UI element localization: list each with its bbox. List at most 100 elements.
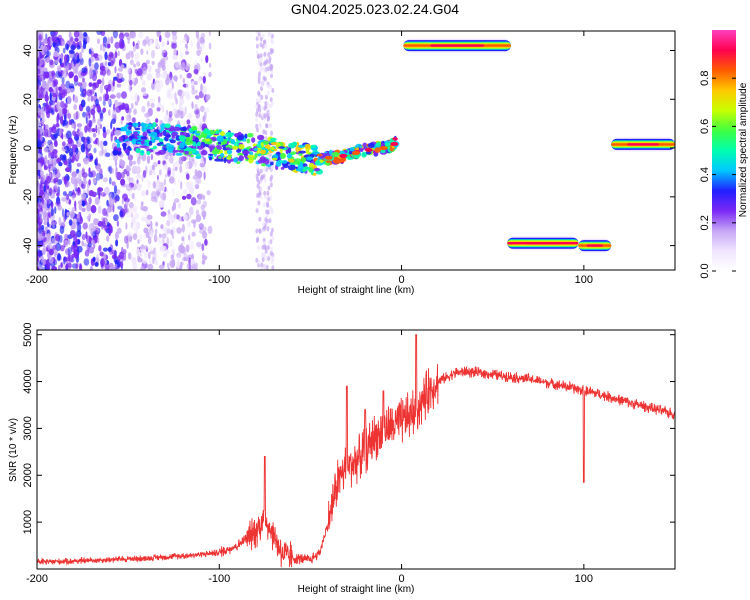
noise-blob	[260, 105, 264, 111]
noise-blob	[55, 250, 59, 256]
noise-blob	[179, 52, 184, 58]
track-blob	[171, 131, 178, 137]
noise-blob	[128, 72, 132, 81]
noise-blob	[79, 34, 85, 39]
y-tick-label: 20	[22, 93, 34, 105]
noise-blob	[102, 107, 106, 113]
track-blob	[208, 156, 213, 161]
track-blob	[179, 142, 185, 149]
noise-blob	[131, 117, 136, 123]
noise-blob	[154, 228, 158, 235]
noise-blob	[195, 241, 202, 248]
noise-blob	[37, 82, 40, 91]
spectrogram-x-label: Height of straight line (km)	[298, 285, 415, 296]
noise-blob	[258, 216, 262, 222]
main-track	[112, 121, 400, 176]
noise-blob	[73, 222, 79, 229]
track-blob	[247, 132, 254, 138]
noise-blob	[114, 99, 119, 106]
noise-blob	[114, 41, 121, 49]
noise-blob	[45, 33, 48, 40]
noise-blob	[126, 66, 131, 74]
noise-blob	[136, 221, 141, 230]
track-blob	[116, 142, 121, 149]
noise-blob	[264, 43, 268, 49]
noise-blob	[97, 205, 102, 214]
x-tick-label: 0	[399, 274, 405, 286]
track-blob	[316, 153, 323, 157]
noise-blob	[71, 122, 74, 129]
track-blob	[248, 151, 254, 156]
noise-blob	[263, 166, 266, 172]
track-blob	[185, 139, 194, 146]
track-peak	[390, 141, 399, 146]
noise-blob	[37, 77, 40, 84]
track-blob	[224, 151, 228, 155]
noise-blob	[95, 124, 98, 134]
track-blob	[139, 145, 148, 148]
noise-blob	[84, 249, 90, 257]
track-blob	[315, 160, 321, 166]
noise-blob	[195, 214, 202, 223]
noise-blob	[40, 210, 46, 215]
noise-blob	[208, 31, 211, 37]
noise-blob	[173, 161, 180, 169]
noise-blob	[154, 181, 160, 191]
noise-blob	[131, 257, 137, 265]
noise-blob	[42, 247, 46, 256]
noise-blob	[158, 169, 162, 176]
noise-blob	[62, 141, 66, 147]
y-tick-label: 40	[22, 44, 34, 56]
noise-blob	[91, 118, 97, 124]
noise-blob	[189, 206, 194, 216]
noise-blob	[114, 66, 117, 74]
x-tick-label: -100	[208, 274, 230, 286]
noise-blob	[166, 219, 171, 227]
noise-blob	[115, 239, 119, 247]
noise-blob	[82, 41, 87, 50]
noise-blob	[148, 251, 151, 260]
x-tick-label: 0	[399, 573, 405, 585]
noise-blob	[94, 262, 99, 267]
noise-blob	[149, 250, 156, 255]
noise-blob	[260, 267, 264, 270]
band-core	[586, 244, 603, 247]
noise-blob	[271, 265, 275, 270]
track-peak	[352, 150, 360, 155]
noise-blob	[53, 187, 59, 193]
noise-blob	[42, 67, 48, 72]
track-blob	[207, 153, 214, 156]
noise-blob	[165, 77, 170, 86]
noise-blob	[101, 147, 104, 155]
track-blob	[248, 157, 254, 164]
noise-blob	[88, 179, 91, 186]
noise-blob	[266, 90, 270, 96]
noise-blob	[63, 160, 68, 166]
track-blob	[232, 145, 239, 150]
noise-blob	[174, 166, 178, 171]
noise-blob	[64, 113, 67, 122]
noise-blob	[265, 123, 268, 129]
noise-blob	[82, 180, 88, 185]
noise-blob	[121, 91, 127, 99]
noise-blob	[96, 31, 103, 36]
noise-blob	[47, 159, 50, 165]
noise-blob	[106, 69, 111, 76]
track-blob	[125, 130, 131, 136]
track-blob	[114, 129, 122, 136]
track-blob	[136, 141, 141, 144]
noise-blob	[43, 147, 49, 153]
noise-blob	[37, 251, 40, 256]
noise-blob	[87, 242, 92, 248]
noise-blob	[202, 252, 205, 258]
noise-blob	[156, 31, 161, 38]
noise-blob	[193, 64, 198, 70]
track-blob	[120, 126, 127, 132]
noise-blob	[88, 190, 95, 197]
noise-blob	[146, 50, 149, 55]
noise-blob	[261, 80, 265, 86]
noise-blob	[153, 170, 156, 175]
noise-blob	[75, 147, 79, 154]
track-blob	[141, 150, 145, 154]
noise-blob	[61, 197, 67, 202]
